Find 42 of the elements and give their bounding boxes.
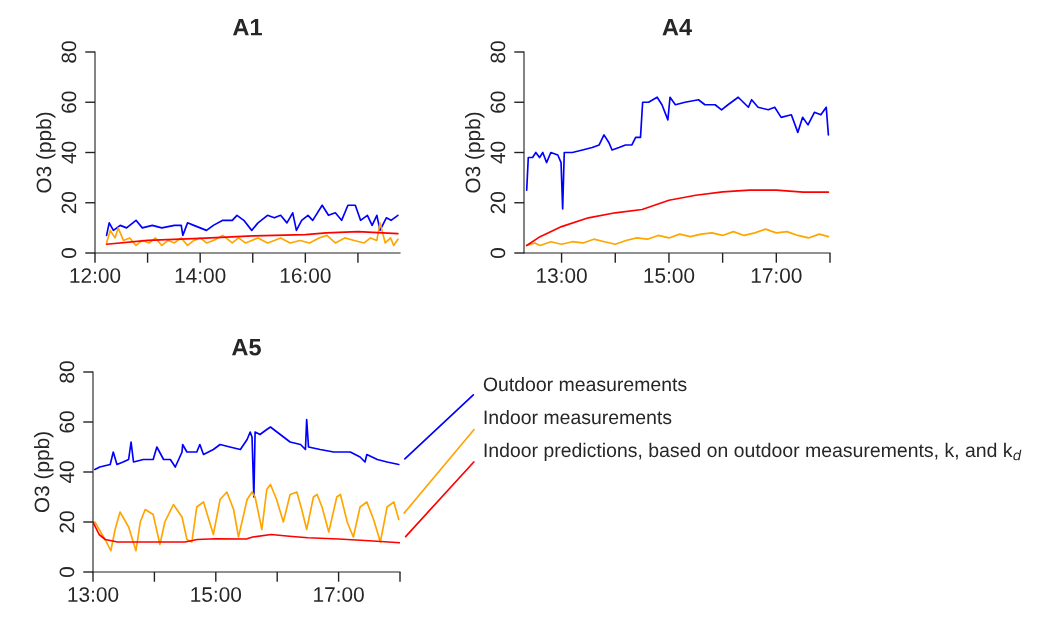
y-tick-label: 0 xyxy=(59,567,75,577)
line-series xyxy=(105,222,399,247)
chart-title: A1 xyxy=(233,19,262,36)
line-series xyxy=(94,483,400,552)
y-tick-label: 60 xyxy=(59,411,75,433)
y-tick-label: 80 xyxy=(490,41,506,63)
x-tick-label: 13:00 xyxy=(537,268,587,283)
line-series xyxy=(94,418,400,498)
line-series xyxy=(93,521,400,544)
y-tick-label: 80 xyxy=(59,361,75,383)
line-series xyxy=(525,228,830,247)
x-tick-label: 16:00 xyxy=(280,268,331,283)
y-tick-label: 40 xyxy=(61,141,77,164)
y-axis-title: O3 (ppb) xyxy=(34,432,54,513)
y-axis-title: O3 (ppb) xyxy=(465,112,485,193)
y-tick-label: 60 xyxy=(490,91,506,113)
line-series xyxy=(105,204,399,237)
y-tick-label: 20 xyxy=(59,511,75,533)
y-tick-label: 0 xyxy=(490,248,506,258)
x-tick-label: 17:00 xyxy=(314,587,364,602)
x-tick-label: 12:00 xyxy=(70,268,121,283)
line-series xyxy=(525,189,830,247)
x-tick-label: 15:00 xyxy=(191,587,242,602)
chart-title: A4 xyxy=(662,19,692,36)
line-series xyxy=(105,230,399,246)
line-series xyxy=(525,96,830,210)
x-tick-label: 13:00 xyxy=(68,587,119,602)
chart-title: A5 xyxy=(232,339,261,356)
y-tick-label: 40 xyxy=(490,141,506,164)
x-tick-label: 17:00 xyxy=(751,268,802,283)
y-tick-label: 80 xyxy=(61,41,77,63)
y-tick-label: 20 xyxy=(490,191,506,214)
y-tick-label: 20 xyxy=(61,191,77,214)
text: Indoor predictions, based on outdoor measurements, k, and k$_{d}$ xyxy=(484,442,1022,461)
x-tick-label: 14:00 xyxy=(175,268,226,283)
y-tick-label: 60 xyxy=(61,91,77,113)
text: Outdoor measurements xyxy=(483,376,687,392)
x-tick-label: 15:00 xyxy=(644,268,695,283)
text: Indoor measurements xyxy=(484,409,672,425)
y-tick-label: 40 xyxy=(59,461,75,484)
y-axis-title: O3 (ppb) xyxy=(36,112,56,193)
y-tick-label: 0 xyxy=(61,248,77,258)
